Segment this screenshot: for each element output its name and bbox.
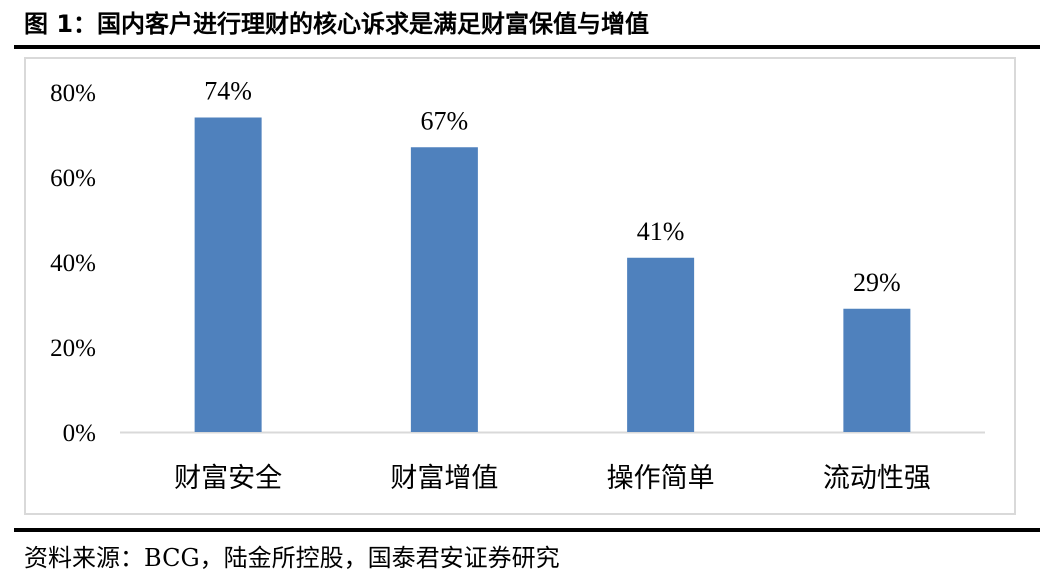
data-label: 67% (421, 106, 469, 135)
bar (194, 117, 262, 432)
x-category-label: 财富安全 (174, 463, 282, 494)
x-category-label: 流动性强 (823, 463, 931, 494)
bar (627, 257, 695, 432)
y-tick-label: 20% (50, 335, 96, 362)
x-category-label: 财富增值 (390, 463, 498, 494)
data-label: 41% (637, 217, 685, 246)
figure-title: 图 1：国内客户进行理财的核心诉求是满足财富保值与增值 (24, 10, 650, 38)
y-axis-ticks: 0% 20% 40% 60% 80% (50, 80, 96, 447)
y-tick-label: 60% (50, 165, 96, 192)
x-category-label: 操作简单 (607, 463, 715, 494)
data-label: 29% (853, 268, 901, 297)
source-note: 资料来源：BCG，陆金所控股，国泰君安证券研究 (24, 544, 560, 572)
data-label: 74% (204, 77, 252, 106)
y-tick-label: 40% (50, 250, 96, 277)
bar (843, 308, 911, 432)
y-tick-label: 0% (63, 420, 96, 447)
x-axis-category-labels: 财富安全 财富增值 操作简单 流动性强 (174, 463, 931, 494)
data-labels: 74% 67% 41% 29% (204, 77, 900, 297)
chart-frame (24, 57, 1016, 515)
top-rule (14, 45, 1040, 49)
bottom-rule (14, 528, 1040, 532)
bars (194, 117, 911, 432)
bar (410, 147, 478, 432)
y-tick-label: 80% (50, 80, 96, 107)
